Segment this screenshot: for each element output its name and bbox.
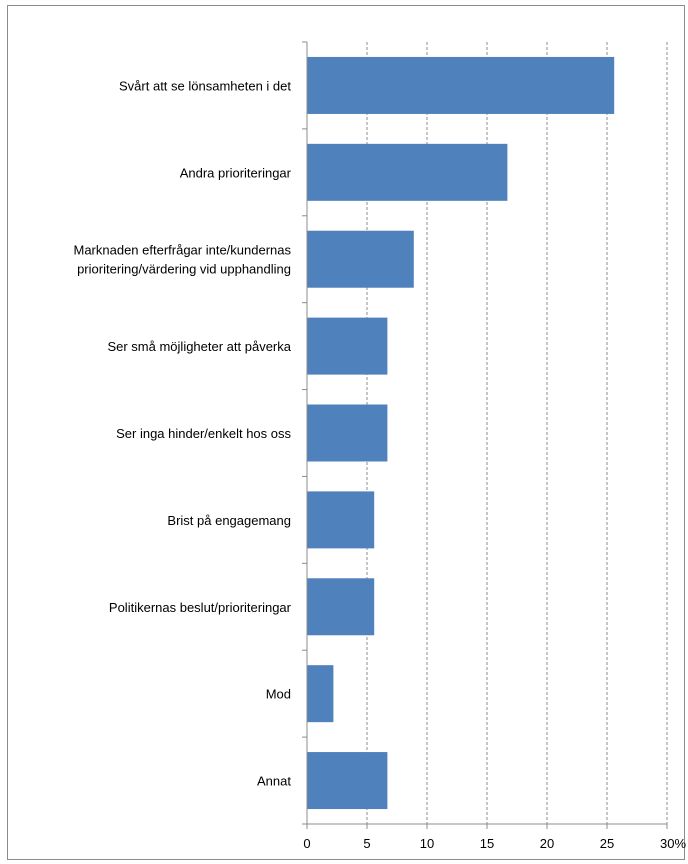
bar-2 (307, 230, 414, 288)
x-tick-label-0: 0 (303, 836, 310, 851)
category-label-0: Svårt att se lönsamheten i det (119, 78, 291, 93)
category-label-3: Ser små möjligheter att påverka (107, 339, 291, 354)
x-tick-label-5: 5 (363, 836, 370, 851)
category-label-4: Ser inga hinder/enkelt hos oss (116, 426, 291, 441)
category-label-2-1: prioritering/värdering vid upphandling (77, 262, 291, 277)
x-tick-label-20: 20 (540, 836, 554, 851)
bar-5 (307, 491, 375, 549)
category-label-8: Annat (257, 774, 291, 789)
bar-7 (307, 665, 334, 723)
x-tick-label-10: 10 (420, 836, 434, 851)
bar-4 (307, 404, 388, 462)
category-label-1: Andra prioriteringar (180, 165, 292, 180)
x-tick-label-25: 25 (600, 836, 614, 851)
bar-6 (307, 578, 375, 636)
bar-0 (307, 56, 615, 114)
x-tick-label-30: 30% (660, 836, 686, 851)
bar-3 (307, 317, 388, 375)
x-tick-label-15: 15 (480, 836, 494, 851)
category-label-5: Brist på engagemang (167, 513, 291, 528)
category-label-7: Mod (266, 687, 291, 702)
category-label-2-0: Marknaden efterfrågar inte/kundernas (73, 243, 291, 258)
category-label-6: Politikernas beslut/prioriteringar (109, 600, 292, 615)
bar-8 (307, 752, 388, 810)
bar-1 (307, 143, 508, 201)
